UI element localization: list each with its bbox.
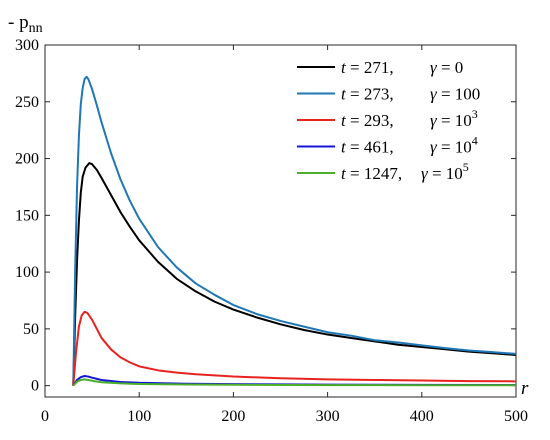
legend-gamma-base: 0 [455, 58, 464, 77]
y-tick-label: 300 [15, 37, 39, 54]
legend-t-symbol: t [341, 58, 347, 77]
x-tick-label: 100 [127, 408, 151, 425]
y-tick-label: 0 [31, 378, 39, 395]
legend-entry-0: t = 271, [341, 58, 394, 77]
legend-t-value: 1247 [364, 164, 399, 183]
series-line-0 [72, 162, 517, 386]
x-tick-label: 500 [504, 408, 528, 425]
legend-gamma-exp: 3 [472, 107, 478, 121]
legend-t-value: 293 [364, 111, 390, 130]
legend-gamma-eq: = [437, 58, 455, 77]
x-tick-label: 0 [41, 408, 49, 425]
legend-gamma-eq: = [428, 164, 446, 183]
legend-gamma-4: γ = 105 [421, 160, 469, 183]
x-tick-label: 200 [221, 408, 245, 425]
y-tick-label: 50 [23, 321, 39, 338]
x-axis-ticks: 0 100 200 300 400 500 [41, 45, 528, 425]
legend-gamma-symbol: γ [430, 58, 438, 77]
series-line-4 [72, 378, 517, 387]
legend-sep: , [389, 138, 393, 157]
legend-sep: , [389, 85, 393, 104]
legend-gamma-base: 10 [455, 138, 472, 157]
legend-gamma-base: 10 [446, 164, 463, 183]
legend-gamma-symbol: γ [430, 111, 438, 130]
legend-t-symbol: t [341, 111, 347, 130]
plot-frame [44, 44, 517, 398]
y-axis-label-main: - p [8, 12, 29, 33]
legend-gamma-0: γ = 0 [430, 58, 463, 77]
legend-t-value: 273 [364, 85, 390, 104]
legend-t-eq: = [346, 85, 364, 104]
legend-entry-1: t = 273, [341, 85, 394, 104]
legend-gamma-2: γ = 103 [430, 107, 478, 130]
legend-t-value: 271 [364, 58, 390, 77]
legend-entry-4: t = 1247, [341, 164, 402, 183]
legend-gamma-exp: 5 [463, 160, 469, 174]
legend-t-eq: = [346, 164, 364, 183]
legend-gamma-eq: = [437, 111, 455, 130]
x-tick-label: 400 [410, 408, 434, 425]
legend-gamma-eq: = [437, 138, 455, 157]
series-lines [72, 75, 517, 387]
legend-sep: , [389, 111, 393, 130]
legend-t-symbol: t [341, 164, 347, 183]
legend-sep: , [389, 58, 393, 77]
legend-t-eq: = [346, 58, 364, 77]
legend-gamma-1: γ = 100 [430, 85, 480, 104]
y-tick-label: 100 [15, 264, 39, 281]
legend-gamma-symbol: γ [421, 164, 429, 183]
legend-gamma-3: γ = 104 [430, 134, 478, 157]
series-line-1 [72, 75, 517, 386]
y-axis-label-sub: nn [29, 21, 43, 36]
series-line-2 [72, 310, 517, 386]
legend-gamma-base: 100 [455, 85, 481, 104]
legend-t-symbol: t [341, 138, 347, 157]
y-tick-label: 200 [15, 151, 39, 168]
x-axis-label: r [521, 378, 529, 399]
legend-sep: , [398, 164, 402, 183]
y-tick-label: 150 [15, 207, 39, 224]
y-tick-label: 250 [15, 94, 39, 111]
legend-gamma-symbol: γ [430, 138, 438, 157]
legend-entry-3: t = 461, [341, 138, 394, 157]
legend-gamma-symbol: γ [430, 85, 438, 104]
legend-t-eq: = [346, 111, 364, 130]
legend-gamma-eq: = [437, 85, 455, 104]
legend-t-value: 461 [364, 138, 390, 157]
x-tick-label: 300 [316, 408, 340, 425]
y-axis-label: - pnn [8, 12, 43, 36]
legend-gamma-base: 10 [455, 111, 472, 130]
legend-t-symbol: t [341, 85, 347, 104]
legend-gamma-exp: 4 [472, 134, 478, 148]
legend-t-eq: = [346, 138, 364, 157]
legend-entry-2: t = 293, [341, 111, 394, 130]
